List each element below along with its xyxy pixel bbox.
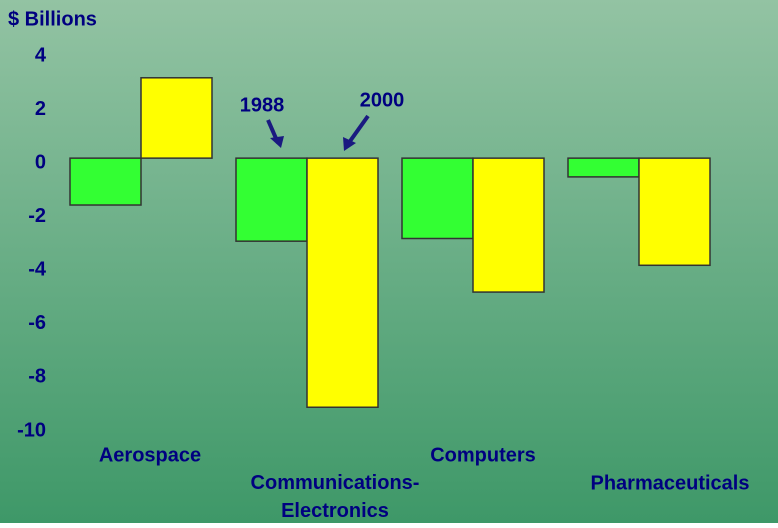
bar (401, 157, 474, 240)
y-axis-label: $ Billions (8, 8, 97, 30)
y-tick-label: -8 (28, 366, 46, 388)
annotation: 2000 (360, 89, 405, 111)
bar (140, 77, 213, 159)
y-tick-label: 4 (35, 44, 47, 66)
bar (69, 157, 142, 206)
x-tick-label: Aerospace (99, 444, 201, 466)
y-tick-label: -2 (28, 205, 46, 227)
bar (306, 157, 379, 408)
x-tick-label: Communications-Electronics (251, 472, 420, 522)
y-tick-label: -6 (28, 312, 46, 334)
y-tick-label: -4 (28, 259, 47, 281)
y-tick-label: 0 (35, 151, 46, 173)
annotation: 1988 (240, 94, 285, 116)
arrowhead (270, 136, 284, 148)
x-tick-label: Computers (430, 444, 536, 466)
bar (472, 157, 545, 293)
bar (235, 157, 308, 242)
x-tick-label: Pharmaceuticals (591, 472, 750, 494)
bar (638, 157, 711, 267)
arrow (346, 114, 370, 146)
y-tick-label: -10 (17, 419, 46, 441)
y-tick-label: 2 (35, 98, 46, 120)
arrowhead (343, 137, 356, 151)
bar (567, 157, 640, 178)
